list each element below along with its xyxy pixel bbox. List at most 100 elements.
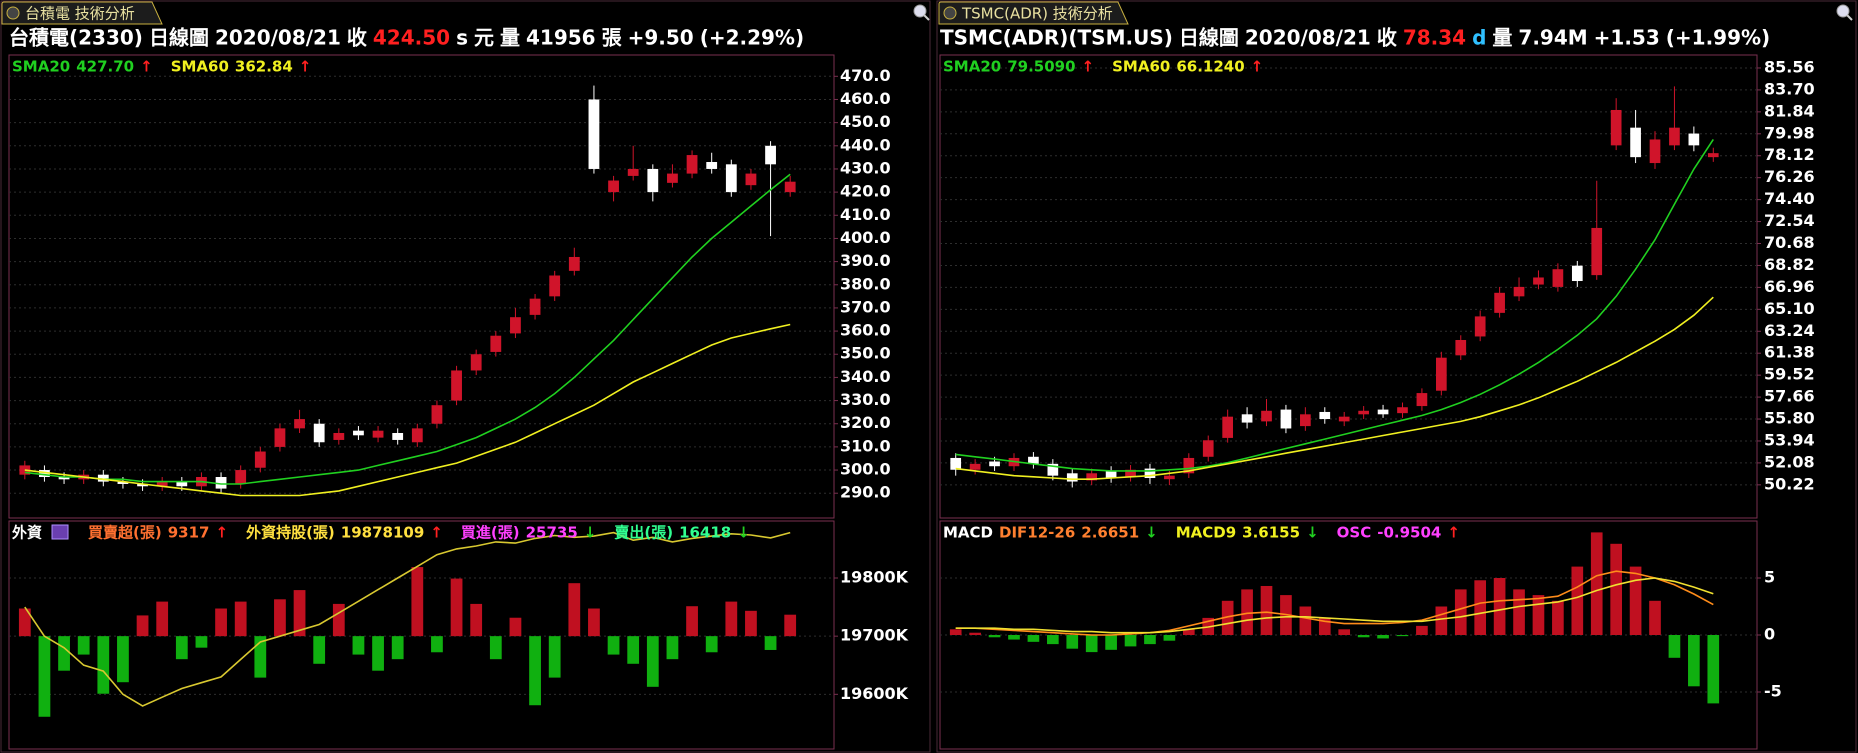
y-tick-label: 300.0 — [840, 460, 891, 479]
candle-body — [1416, 393, 1428, 407]
y-tick-label: 430.0 — [840, 158, 891, 177]
y-tick-label: 400.0 — [840, 228, 891, 247]
candle-body — [1591, 227, 1603, 276]
bar — [372, 636, 384, 671]
candle-body — [568, 256, 580, 271]
info-text: 日線圖 — [149, 26, 209, 50]
bar — [529, 636, 541, 706]
line — [24, 531, 791, 707]
bar — [1552, 600, 1564, 635]
bar — [293, 590, 306, 637]
candle-body — [1144, 468, 1156, 479]
bar — [1571, 566, 1584, 635]
y-tick-label: 460.0 — [840, 89, 891, 108]
candle-body — [137, 483, 148, 487]
bar — [1241, 589, 1253, 635]
y-tick-label: 320.0 — [840, 413, 891, 432]
info-text: 2020/08/21 — [1245, 26, 1371, 50]
bar — [705, 636, 718, 653]
candle-body — [1183, 457, 1195, 474]
bar — [1124, 635, 1137, 647]
candle-body — [97, 474, 109, 482]
bar — [274, 599, 286, 637]
candle-body — [1455, 339, 1467, 356]
bar — [1396, 635, 1409, 637]
legend-text: ↓ — [584, 524, 597, 542]
candle-body — [58, 477, 70, 480]
candle-body — [392, 432, 404, 440]
info-text: 量 — [1492, 26, 1512, 50]
legend-text: ↑ — [1082, 58, 1095, 76]
bar — [195, 636, 208, 648]
bar — [58, 636, 70, 671]
y-tick-label: 19800K — [840, 568, 909, 587]
info-text: 量 — [500, 26, 520, 50]
bar — [1338, 629, 1351, 635]
candle-body — [1435, 357, 1447, 391]
tab[interactable] — [938, 1, 1129, 25]
bar — [18, 608, 31, 637]
tab-title[interactable]: TSMC(ADR) 技術分析 — [961, 5, 1113, 23]
bar — [1435, 606, 1448, 635]
candle-body — [1319, 411, 1331, 420]
bar — [77, 636, 90, 655]
bar — [215, 608, 227, 637]
candle-body — [1533, 277, 1544, 285]
bar — [627, 636, 640, 664]
candle-body — [745, 173, 757, 186]
candle-body — [470, 354, 482, 371]
bar — [411, 567, 424, 637]
y-tick-label: 360.0 — [840, 321, 891, 340]
bar — [509, 617, 522, 637]
tab-title[interactable]: 台積電 技術分析 — [25, 5, 135, 23]
bar — [969, 632, 981, 635]
bar — [1377, 635, 1389, 639]
tab[interactable] — [1, 1, 163, 25]
bar — [1299, 606, 1312, 635]
bar — [1668, 635, 1681, 658]
bar — [1649, 600, 1661, 635]
zoom-icon[interactable] — [1836, 4, 1853, 21]
info-text: d — [1472, 26, 1486, 50]
bar — [1085, 635, 1098, 653]
zoom-icon[interactable] — [913, 4, 930, 21]
tab-icon[interactable] — [6, 6, 20, 20]
candle-body — [254, 451, 266, 468]
bar — [1318, 617, 1331, 635]
bar — [1532, 595, 1545, 635]
legend-text: MACD — [943, 524, 993, 542]
candle-body — [313, 423, 325, 443]
candle-body — [39, 470, 50, 478]
legend-text: ↑ — [140, 58, 153, 76]
bar — [97, 636, 110, 694]
left-panel — [0, 0, 931, 753]
y-tick-label: 68.82 — [1764, 255, 1815, 274]
bar — [1008, 635, 1020, 640]
legend-text: SMA60 — [1112, 58, 1170, 76]
candle-body — [1202, 440, 1214, 457]
legend-text: 362.84 — [235, 58, 293, 76]
candle-body — [431, 405, 443, 424]
candle-body — [451, 370, 462, 401]
y-tick-label: 380.0 — [840, 274, 891, 293]
candle-body — [667, 173, 678, 183]
candle-body — [1377, 409, 1389, 415]
bar — [1454, 589, 1467, 635]
candle-body — [1707, 153, 1719, 158]
bar — [1105, 635, 1117, 650]
candle-body — [588, 99, 600, 169]
bar — [1260, 585, 1273, 635]
legend-text: ↓ — [737, 524, 750, 542]
tab-icon[interactable] — [943, 6, 957, 20]
candle-body — [627, 168, 639, 176]
info-text: 元 — [474, 26, 494, 50]
y-tick-label: 440.0 — [840, 135, 891, 154]
candle-body — [765, 145, 776, 165]
y-tick-label: 63.24 — [1764, 321, 1815, 340]
candle-body — [1280, 409, 1292, 429]
y-tick-label: 61.38 — [1764, 343, 1815, 362]
candle-body — [549, 275, 561, 297]
candle-body — [647, 168, 659, 193]
